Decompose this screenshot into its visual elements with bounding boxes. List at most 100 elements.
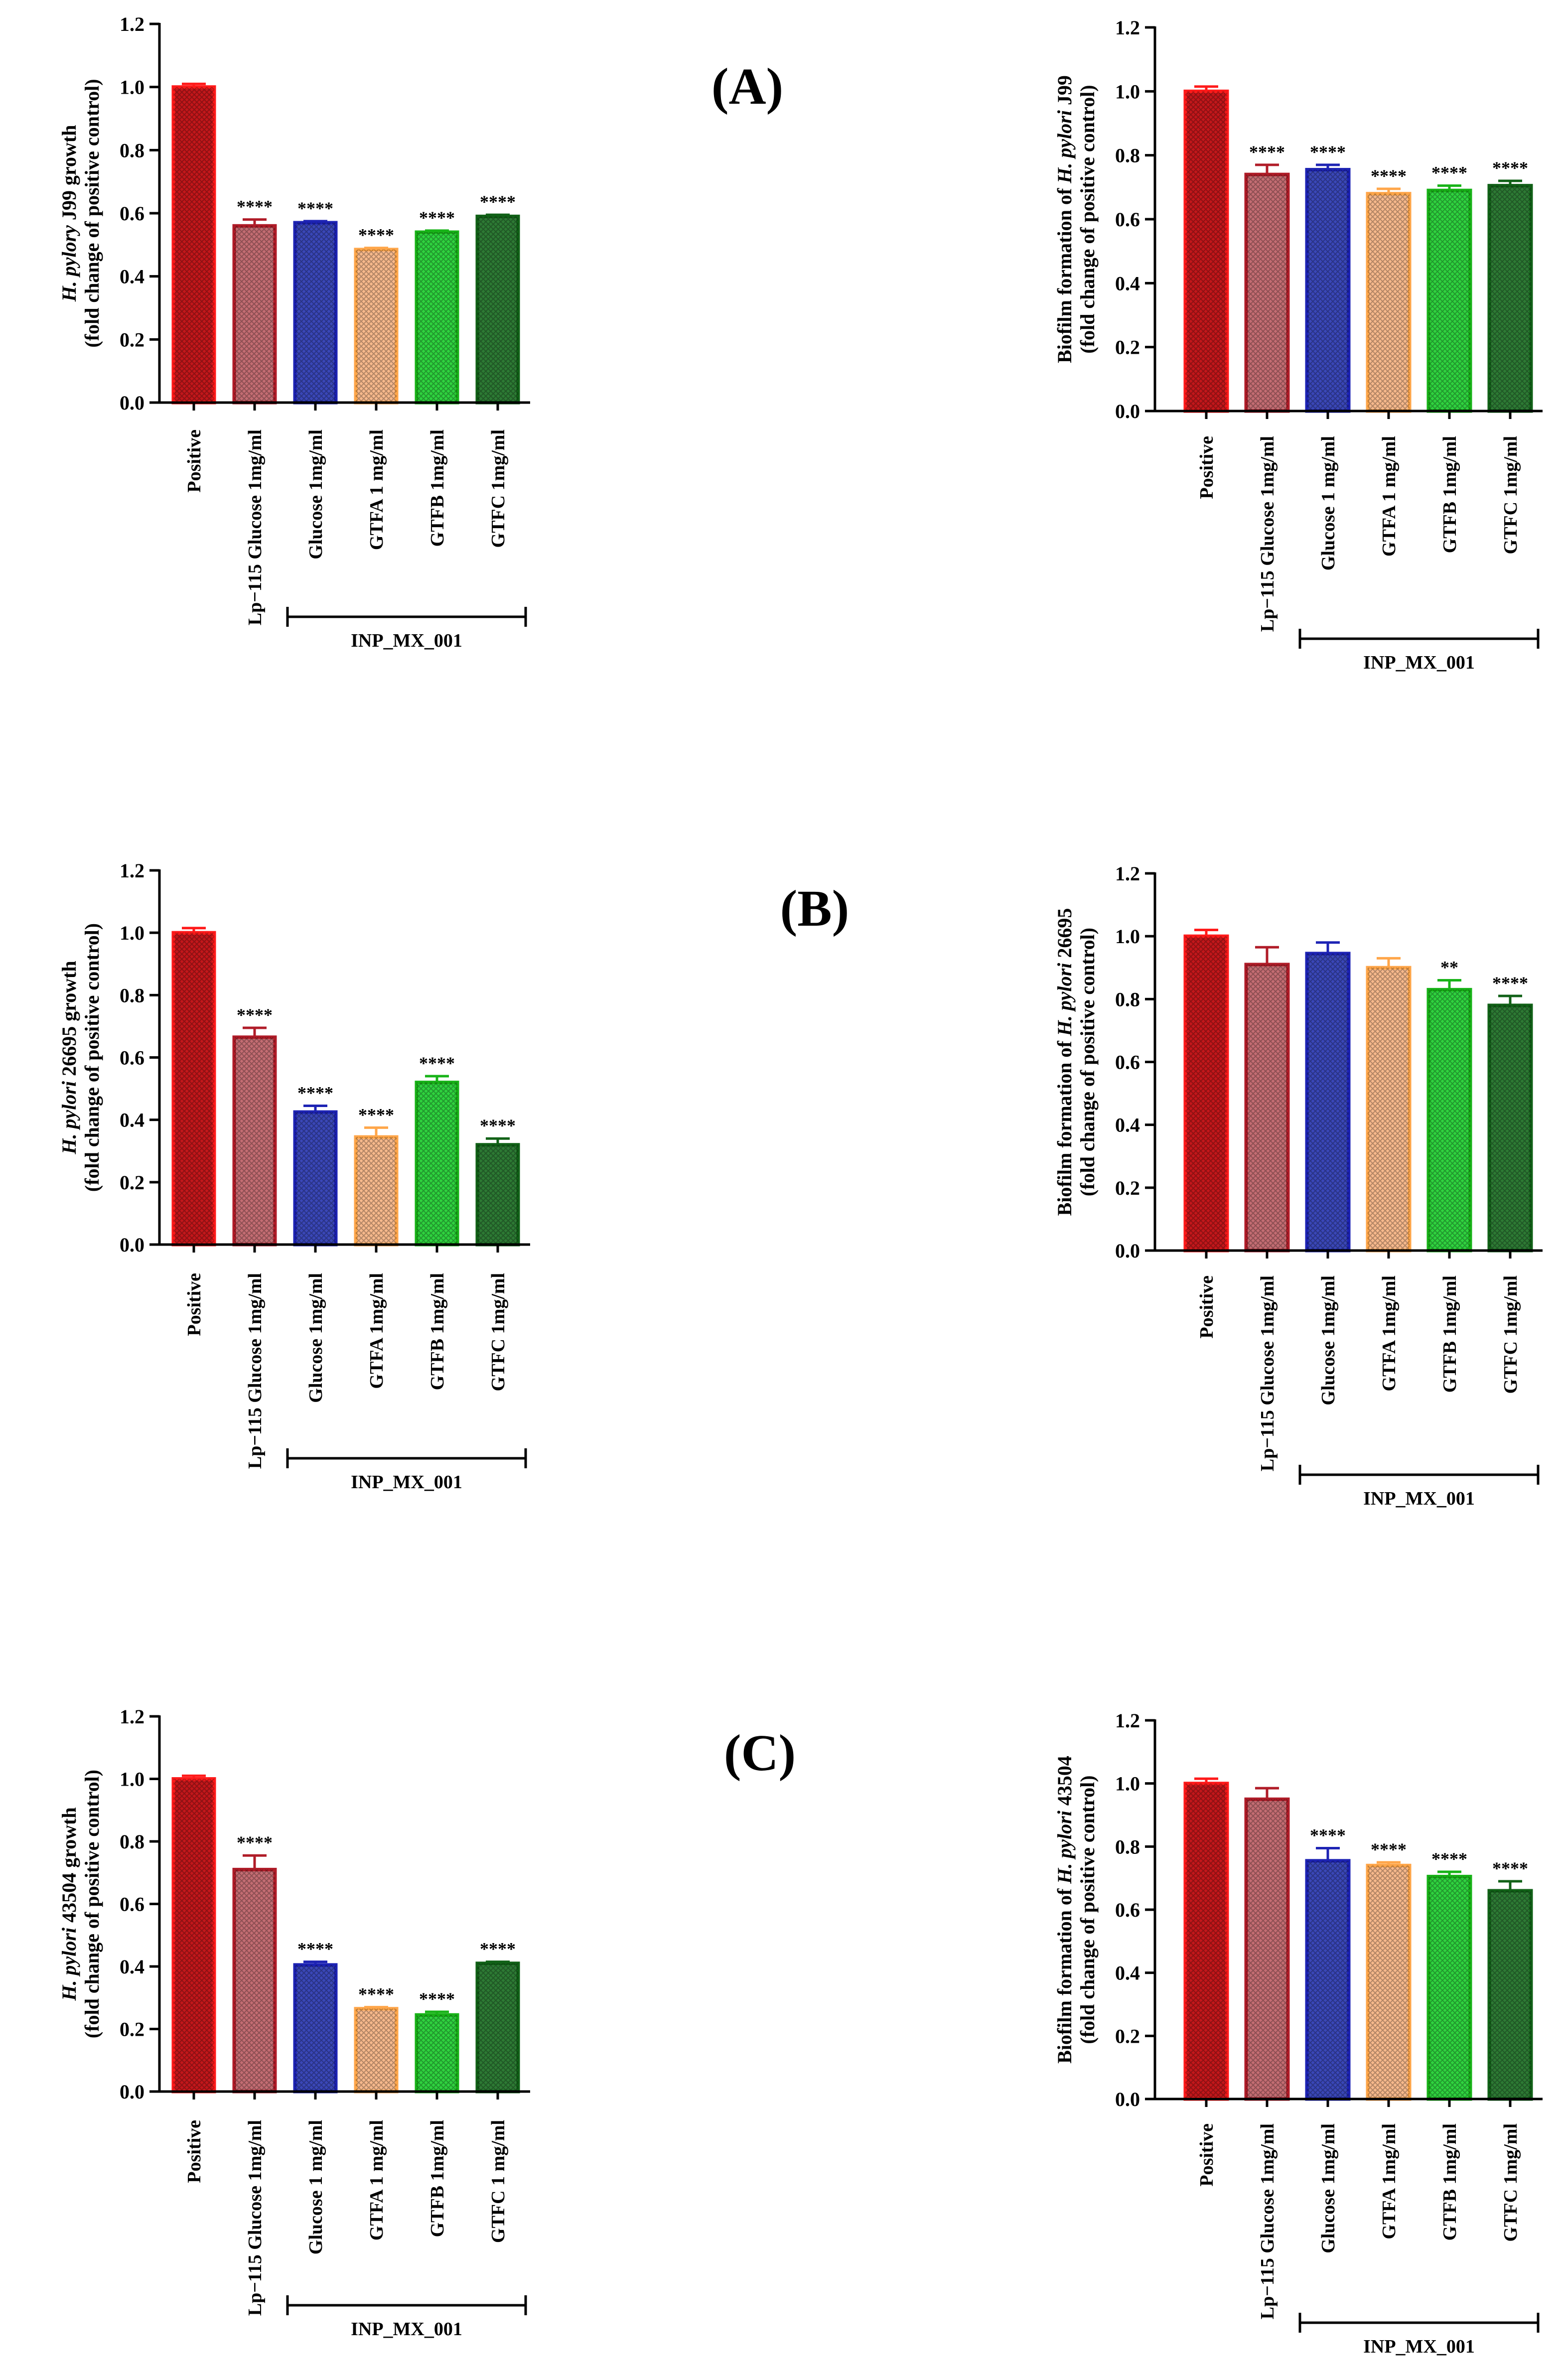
significance-label: ****	[1431, 163, 1467, 183]
bar-hatch	[295, 223, 336, 403]
y-tick-label: 0.0	[120, 1234, 144, 1256]
significance-label: ****	[358, 225, 394, 245]
y-tick-label: 1.0	[1115, 80, 1140, 103]
group-label: INP_MX_001	[1363, 652, 1475, 673]
significance-label: ****	[1431, 1849, 1467, 1869]
bar-hatch	[417, 2015, 457, 2092]
category-label: GTFB 1mg/ml	[427, 429, 448, 547]
y-axis-title-part: H. pylori	[58, 1928, 80, 2001]
y-axis-title: Biofilm formation of H. pylori 26695	[1053, 908, 1076, 1216]
bar-hatch	[1246, 1799, 1288, 2099]
significance-label: ****	[1371, 1839, 1407, 1859]
y-axis-title-part: H. pylori	[1053, 110, 1076, 184]
y-tick-label: 0.8	[120, 984, 144, 1006]
bar-hatch	[1489, 185, 1531, 411]
y-tick-label: 0.4	[1115, 272, 1140, 294]
significance-label: ****	[480, 1939, 516, 1959]
significance-label: ****	[237, 1005, 273, 1025]
panel-label: (C)	[724, 1724, 796, 1782]
y-tick-label: 0.2	[120, 328, 144, 351]
bar-hatch	[477, 1963, 518, 2092]
category-label: GTFA 1mg/ml	[1379, 1275, 1400, 1392]
bar-hatch	[1185, 1783, 1227, 2099]
significance-label: ****	[480, 1116, 516, 1135]
bar-hatch	[1185, 91, 1227, 412]
y-axis-title-part: H. pylori	[58, 1081, 80, 1155]
significance-label: ****	[1492, 158, 1528, 178]
y-tick-label: 0.0	[120, 392, 144, 414]
y-tick-label: 0.8	[1115, 1835, 1140, 1858]
category-label: Lp−115 Glucose 1mg/ml	[1257, 1275, 1278, 1471]
y-tick-label: 0.8	[120, 1830, 144, 1853]
y-tick-label: 1.2	[120, 859, 144, 882]
significance-label: ****	[1492, 1858, 1528, 1878]
y-tick-label: 0.4	[120, 1109, 144, 1131]
significance-label: ****	[480, 192, 516, 212]
y-tick-label: 0.2	[1115, 1177, 1140, 1199]
category-label: GTFA 1 mg/ml	[366, 2120, 387, 2240]
y-axis-title-part: Biofilm formation of	[1053, 1884, 1076, 2064]
significance-label: ****	[297, 1939, 333, 1959]
y-tick-label: 0.8	[1115, 988, 1140, 1010]
category-label: Lp−115 Glucose 1mg/ml	[1257, 2123, 1278, 2319]
y-axis-title-part: 26695 growth	[58, 961, 80, 1081]
y-axis-title-part: H. pylori	[1053, 1811, 1076, 1884]
category-label: Positive	[184, 1273, 205, 1336]
group-label: INP_MX_001	[1363, 1488, 1475, 1509]
category-label: Glucose 1mg/ml	[305, 1273, 326, 1403]
bar-hatch	[173, 87, 214, 403]
significance-label: ****	[237, 1832, 273, 1852]
bar-hatch	[417, 1082, 457, 1245]
category-label: GTFA 1 mg/ml	[366, 429, 387, 550]
category-label: GTFC 1mg/ml	[488, 1273, 509, 1391]
charts-root: (A) (B) (C) **** **** **** **** **** 0.0 0.2 0.4 0.…	[58, 13, 1543, 2357]
y-axis-title-part: 43504	[1053, 1756, 1076, 1811]
bar-hatch	[295, 1112, 336, 1245]
significance-label: ****	[419, 1053, 455, 1073]
y-axis-title-part: H. pylory	[58, 225, 80, 302]
bar-hatch	[1307, 953, 1349, 1251]
category-label: Lp−115 Glucose 1mg/ml	[245, 1273, 266, 1469]
group-label: INP_MX_001	[1363, 2336, 1475, 2357]
chart-1: **** **** **** **** **** 0.0 0.2 0.4 0.6 0.8 1.0 1.…	[58, 13, 530, 651]
y-tick-label: 1.2	[120, 13, 144, 35]
y-tick-label: 1.0	[120, 1768, 144, 1791]
y-axis-title: H. pylory J99 growth	[58, 125, 80, 302]
category-label: GTFC 1mg/ml	[1500, 1275, 1521, 1394]
category-label: Glucose 1 mg/ml	[305, 2120, 326, 2254]
category-label: Lp−115 Glucose 1mg/ml	[245, 2120, 266, 2316]
y-tick-label: 0.2	[120, 2018, 144, 2041]
bar-hatch	[1185, 936, 1227, 1251]
bar-hatch	[234, 1037, 275, 1245]
y-axis-title: H. pylori 43504 growth	[58, 1807, 80, 2001]
bar-hatch	[173, 1779, 214, 2092]
y-tick-label: 1.0	[1115, 1773, 1140, 1795]
category-label: Positive	[1196, 2123, 1217, 2187]
bar-hatch	[234, 1869, 275, 2092]
bar-hatch	[295, 1964, 336, 2092]
category-label: Positive	[184, 2120, 205, 2183]
y-axis-title-part: H. pylori	[1053, 963, 1076, 1037]
chart-3: **** **** **** **** **** 0.0 0.2 0.4 0.6 0.8 1.0 1.…	[58, 859, 530, 1493]
y-tick-label: 0.4	[1115, 1962, 1140, 1984]
bar-hatch	[1368, 968, 1410, 1251]
significance-label: ****	[297, 198, 333, 218]
significance-label: **	[1440, 957, 1458, 977]
significance-label: ****	[419, 208, 455, 228]
y-axis-title: Biofilm formation of H. pylori J99	[1053, 75, 1076, 363]
bar-hatch	[356, 249, 397, 403]
y-axis-title-part: J99 growth	[58, 125, 80, 225]
bar-hatch	[234, 226, 275, 403]
y-axis-subtitle: (fold change of positive control)	[81, 1770, 103, 2038]
y-tick-label: 0.2	[1115, 336, 1140, 359]
bar-hatch	[173, 933, 214, 1245]
y-tick-label: 0.6	[1115, 1051, 1140, 1074]
y-tick-label: 1.2	[1115, 16, 1140, 39]
y-axis-title-part: J99	[1053, 75, 1076, 110]
group-label: INP_MX_001	[351, 2319, 462, 2340]
y-axis-subtitle: (fold change of positive control)	[81, 79, 103, 347]
y-tick-label: 1.2	[120, 1705, 144, 1728]
y-tick-label: 1.2	[1115, 1709, 1140, 1732]
significance-label: ****	[358, 1984, 394, 2004]
